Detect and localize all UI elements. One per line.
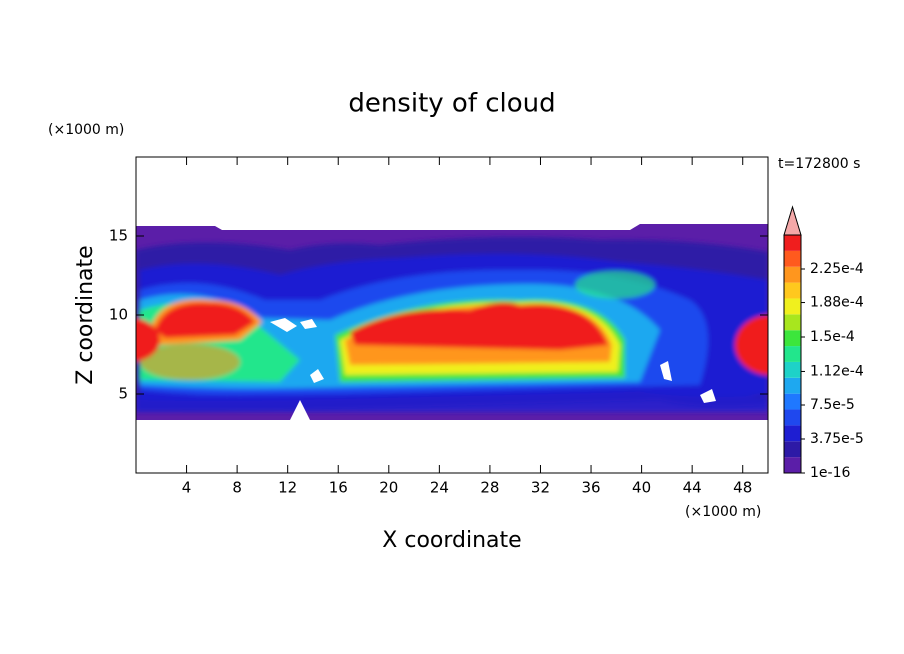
colorbar-box (784, 393, 801, 410)
colorbar-box (784, 250, 801, 267)
colorbar-box (784, 282, 801, 299)
x-tick-label: 44 (683, 479, 702, 497)
x-tick-label: 32 (531, 479, 550, 497)
colorbar-box (784, 266, 801, 283)
y-tick-label: 5 (118, 385, 128, 403)
x-tick-label: 28 (480, 479, 499, 497)
chart-title: density of cloud (348, 89, 555, 119)
x-tick-label: 4 (182, 479, 192, 497)
x-tick-label: 48 (733, 479, 752, 497)
y-axis-label: Z coordinate (73, 245, 98, 384)
x-tick-label: 24 (430, 479, 449, 497)
colorbar-box (784, 235, 801, 251)
y-tick-label: 15 (109, 227, 128, 245)
colorbar-label: 1e-16 (810, 465, 850, 481)
colorbar-frame (783, 234, 802, 474)
colorbar-box (784, 425, 801, 442)
x-axis-label: X coordinate (382, 528, 521, 553)
x-tick-label: 36 (581, 479, 600, 497)
colorbar-box (784, 298, 801, 315)
colorbar-box (784, 314, 801, 331)
colorbar-label: 1.5e-4 (810, 329, 855, 345)
x-tick-label: 8 (232, 479, 242, 497)
y-unit: (×1000 m) (48, 122, 124, 138)
colorbar-box (784, 377, 801, 394)
colorbar-label: 1.88e-4 (810, 295, 864, 311)
colorbar-box (784, 457, 801, 473)
x-tick-label: 12 (278, 479, 297, 497)
y-tick-label: 10 (109, 306, 128, 324)
colorbar-extension (783, 205, 802, 236)
contour-field (136, 224, 768, 473)
colorbar-box (784, 361, 801, 378)
x-tick-label: 40 (632, 479, 651, 497)
colorbar-box (784, 409, 801, 426)
colorbar-label: 2.25e-4 (810, 261, 864, 277)
x-tick-label: 16 (329, 479, 348, 497)
colorbar-box (784, 330, 801, 347)
x-unit: (×1000 m) (685, 504, 761, 520)
colorbar-label: 7.5e-5 (810, 397, 855, 413)
colorbar-box (784, 441, 801, 458)
colorbar-label: 3.75e-5 (810, 431, 864, 447)
colorbar-box (784, 346, 801, 362)
annotation: t=172800 s (778, 156, 860, 172)
x-tick-label: 20 (379, 479, 398, 497)
colorbar-label: 1.12e-4 (810, 363, 864, 379)
